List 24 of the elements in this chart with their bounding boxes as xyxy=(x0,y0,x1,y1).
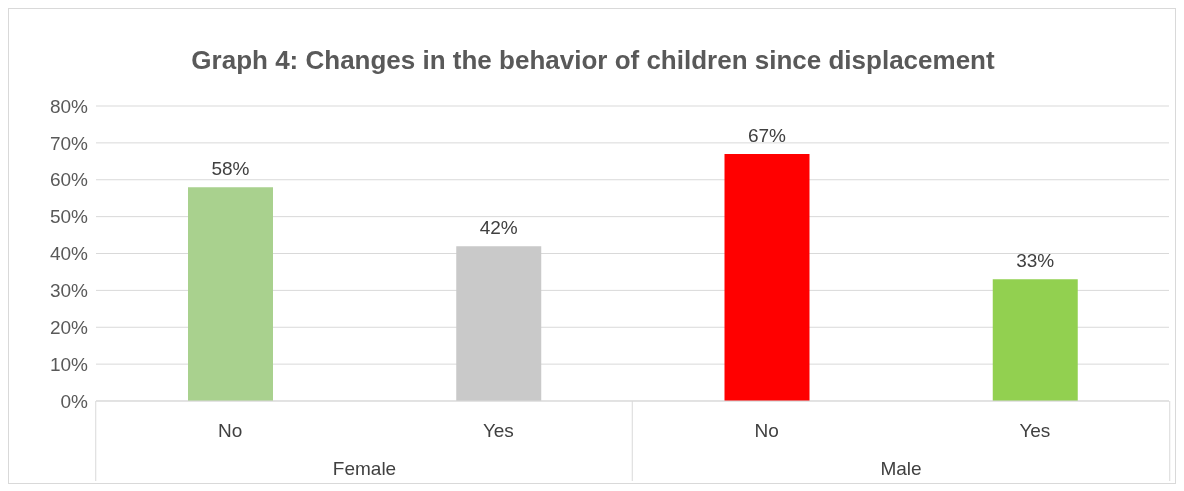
text: Male xyxy=(880,458,922,479)
bar xyxy=(188,187,273,401)
y-tick-label: 20% xyxy=(49,316,89,338)
chart-title: Graph 4: Changes in the behavior of children since displacement xyxy=(190,45,996,76)
x-tick-label: Yes xyxy=(482,420,514,441)
bar xyxy=(456,246,542,401)
data-label: 67% xyxy=(747,124,787,146)
data-label: 42% xyxy=(479,217,518,239)
text: Female xyxy=(332,458,397,479)
y-tick-label: 30% xyxy=(49,280,89,302)
x-tick-label: Yes xyxy=(1019,420,1051,441)
y-tick-label: 60% xyxy=(49,169,89,191)
y-tick-label: 70% xyxy=(49,132,89,154)
data-label: 33% xyxy=(1016,250,1055,272)
bar xyxy=(724,153,810,401)
y-tick-label: 50% xyxy=(49,206,89,228)
x-tick-label: No xyxy=(217,420,243,441)
bar xyxy=(992,279,1078,401)
data-label: 58% xyxy=(211,158,250,180)
y-tick-label: 10% xyxy=(49,353,89,375)
x-tick-label: No xyxy=(754,420,779,441)
y-tick-label: 40% xyxy=(49,243,89,265)
y-tick-label: 0% xyxy=(60,390,89,412)
y-tick-label: 80% xyxy=(49,95,89,117)
